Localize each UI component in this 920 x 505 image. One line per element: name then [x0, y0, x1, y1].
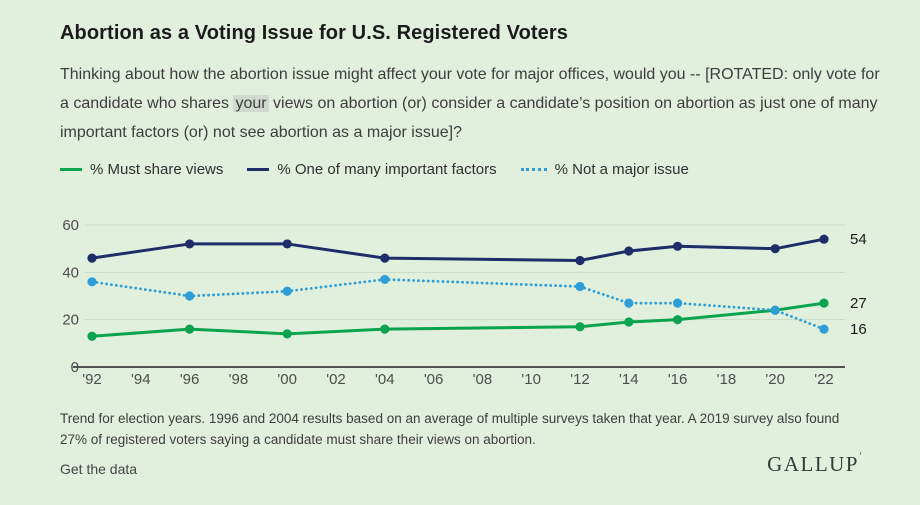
- chart-footnote: Trend for election years. 1996 and 2004 …: [60, 411, 840, 447]
- page-title: Abortion as a Voting Issue for U.S. Regi…: [60, 22, 568, 44]
- data-point: [185, 324, 195, 334]
- x-axis-tick-label: '00: [277, 371, 297, 388]
- data-point: [282, 329, 292, 339]
- data-point: [87, 253, 97, 263]
- series-line: [90, 278, 826, 331]
- data-point: [673, 315, 683, 325]
- x-axis-tick-label: '02: [326, 371, 346, 388]
- data-point: [819, 298, 829, 308]
- question-text-before: Thinking about how the abortion issue mi…: [60, 66, 880, 112]
- data-point: [185, 239, 195, 249]
- x-axis-tick-label: '14: [619, 371, 639, 388]
- x-axis-tick-label: '20: [765, 371, 785, 388]
- highlighted-word: your: [233, 95, 269, 112]
- data-point: [380, 253, 390, 263]
- solid-line-swatch-icon: [60, 168, 82, 171]
- x-axis-tick-label: '18: [717, 371, 737, 388]
- series-line: [91, 237, 825, 262]
- data-point: [380, 324, 390, 334]
- data-point: [185, 291, 195, 301]
- data-point: [575, 255, 585, 266]
- trend-chart-container: 0 20 40 60 '92 '94 '96 '98 '00 '02 '04 '06 '08 '10 '12…: [55, 216, 883, 396]
- y-axis-tick-label: 40: [62, 264, 79, 281]
- solid-line-swatch-icon: [247, 168, 270, 171]
- x-axis-tick-label: '96: [180, 371, 200, 388]
- gallup-wordmark: GALLUP: [767, 452, 859, 476]
- x-axis-tick-label: '98: [229, 371, 249, 388]
- data-point: [380, 274, 390, 285]
- data-point: [624, 246, 634, 256]
- data-point: [282, 239, 292, 249]
- data-point: [624, 317, 634, 327]
- trademark-icon: ’: [859, 451, 862, 461]
- dotted-line-swatch-icon: [520, 168, 547, 171]
- data-point: [770, 244, 780, 254]
- get-the-data-link[interactable]: Get the data: [60, 461, 138, 477]
- data-point: [87, 331, 97, 341]
- x-axis-tick-label: '12: [570, 371, 590, 388]
- x-axis-tick-label: '92: [82, 371, 102, 388]
- x-axis-tick-label: '22: [814, 371, 834, 388]
- trend-line-chart: 0 20 40 60 '92 '94 '96 '98 '00 '02 '04 '06 '08 '10 '12…: [62, 217, 867, 388]
- chart-legend: % Must share views % One of many importan…: [60, 161, 689, 178]
- survey-question-text: Thinking about how the abortion issue mi…: [60, 60, 884, 147]
- legend-item: % Not a major issue: [520, 161, 689, 178]
- legend-item: % One of many important factors: [247, 161, 497, 178]
- x-axis-tick-label: '10: [521, 371, 541, 388]
- data-point: [819, 324, 829, 334]
- series-end-value-label: 16: [850, 321, 867, 338]
- data-point: [673, 241, 683, 251]
- data-point: [673, 298, 683, 308]
- gallup-logo: GALLUP’: [767, 452, 862, 477]
- y-axis-tick-label: 20: [62, 312, 79, 329]
- legend-item-label: % One of many important factors: [277, 161, 497, 178]
- x-axis-tick-label: '16: [668, 371, 688, 388]
- data-point: [770, 305, 780, 315]
- y-axis-tick-label: 60: [62, 217, 79, 234]
- data-point: [282, 286, 292, 296]
- data-point: [575, 322, 585, 332]
- y-axis-tick-label: 0: [71, 359, 79, 376]
- legend-item: % Must share views: [60, 161, 223, 178]
- x-axis-tick-label: '94: [131, 371, 151, 388]
- data-point: [624, 298, 634, 308]
- data-point: [819, 234, 829, 244]
- x-axis-tick-label: '06: [424, 371, 444, 388]
- x-axis-tick-label: '04: [375, 371, 395, 388]
- data-point: [575, 281, 585, 292]
- legend-item-label: % Not a major issue: [554, 161, 689, 178]
- series-end-value-label: 54: [850, 231, 867, 248]
- legend-item-label: % Must share views: [90, 161, 224, 178]
- x-axis-tick-label: '08: [473, 371, 493, 388]
- question-text-after: views on abortion (or) consider a candid…: [60, 95, 878, 141]
- series-end-value-label: 27: [850, 295, 867, 312]
- data-point: [87, 277, 97, 287]
